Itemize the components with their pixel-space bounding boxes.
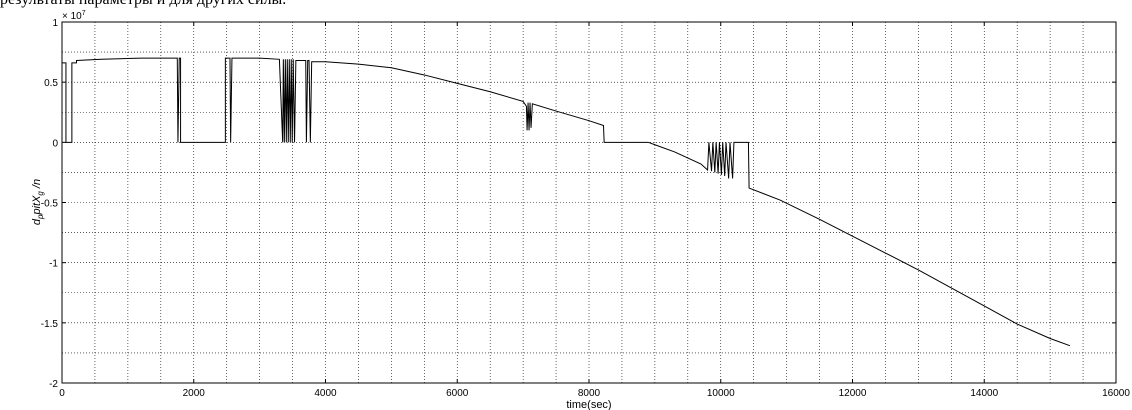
x-tick-label: 0	[59, 388, 65, 399]
ticks-group	[61, 21, 1117, 384]
x-tick-label: 4000	[314, 388, 337, 399]
ylabel-mid: pitX	[31, 195, 43, 216]
y-tick-labels: 1 0.5 0 -0.5 -1 -1.5 -2	[41, 18, 59, 390]
ylabel-tail: /n	[31, 179, 43, 191]
header-text: результаты параметры и для других силы.	[0, 0, 286, 9]
y-tick-label: -1	[49, 259, 58, 270]
x-tick-label: 14000	[970, 388, 998, 399]
x-tick-label: 10000	[707, 388, 735, 399]
x-tick-label: 12000	[839, 388, 867, 399]
x-tick-label: 8000	[578, 388, 601, 399]
x-tick-labels: 0 2000 4000 6000 8000 10000 12000 14000 16000	[59, 388, 1130, 399]
y-tick-label: 1	[52, 18, 58, 29]
y-tick-label: -0.5	[41, 199, 59, 210]
ylabel-sub2: g	[36, 191, 45, 196]
x-axis-label: time(sec)	[566, 399, 611, 410]
exponent-label: × 107	[62, 10, 86, 22]
exponent-power: 7	[82, 10, 86, 17]
x-tick-label: 2000	[183, 388, 206, 399]
series-group	[61, 57, 1071, 347]
y-tick-label: -2	[49, 379, 58, 390]
y-axis-label: dppitXg /n	[31, 179, 45, 225]
x-tick-label: 16000	[1102, 388, 1130, 399]
y-tick-label: -1.5	[41, 319, 59, 330]
y-tick-label: 0	[52, 138, 58, 149]
series-line	[61, 57, 1071, 347]
y-tick-label: 0.5	[44, 78, 58, 89]
ylabel-sub1: p	[36, 214, 45, 220]
ylabel-base: d	[31, 218, 43, 225]
grid	[62, 22, 1116, 383]
exponent-base: × 10	[62, 11, 82, 22]
x-tick-label: 6000	[446, 388, 469, 399]
